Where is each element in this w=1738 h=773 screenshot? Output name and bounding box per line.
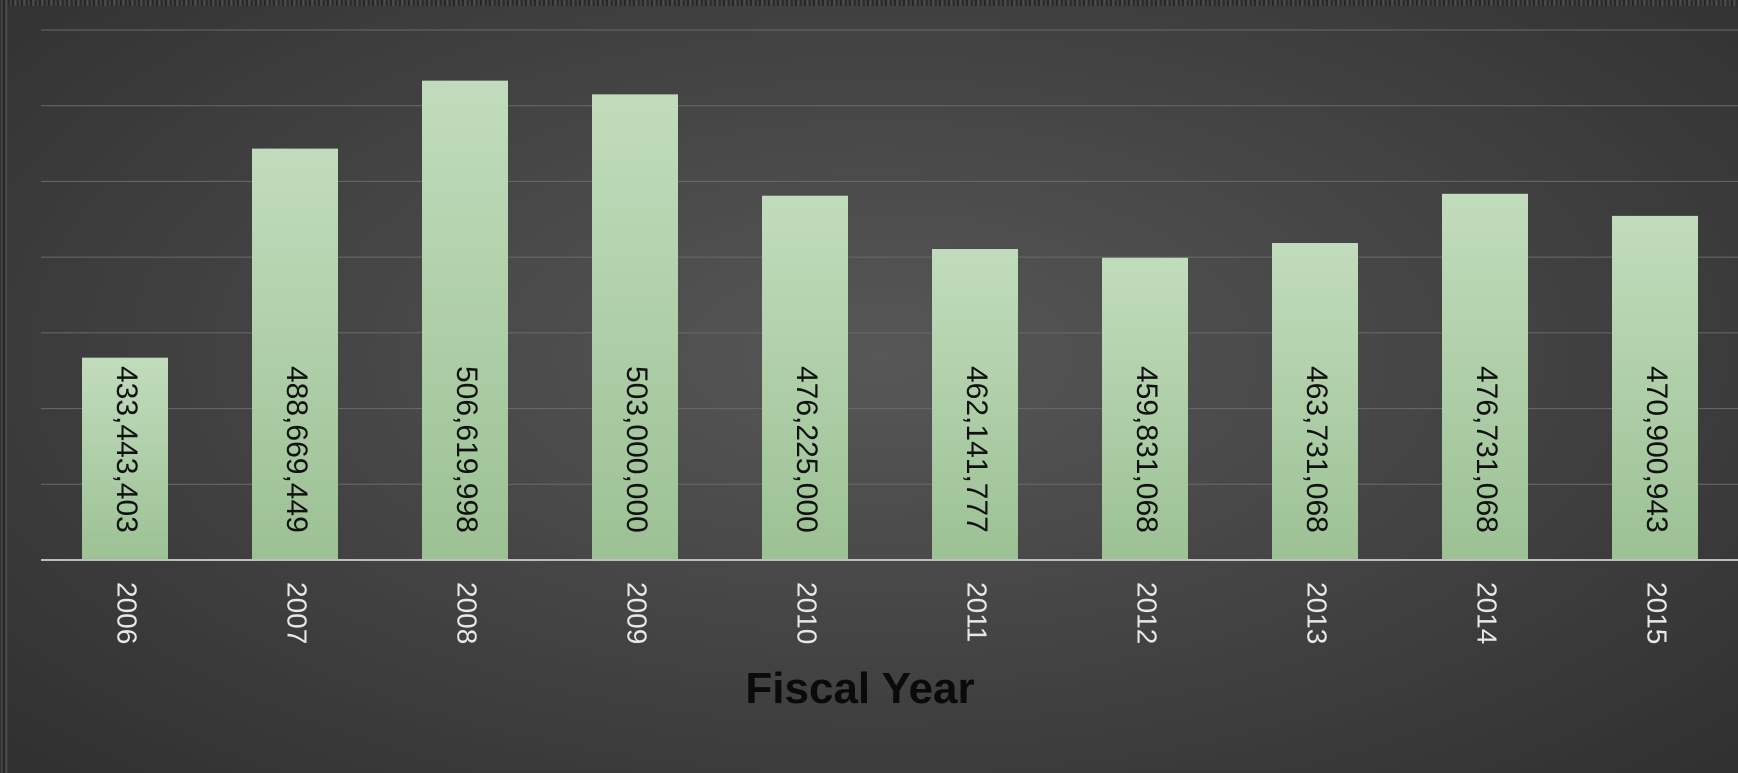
data-label-2007: 488,669,449 <box>280 366 313 533</box>
bar-2007 <box>252 148 338 560</box>
x-tick-label-2011: 2011 <box>962 582 993 642</box>
data-label-2006: 433,443,403 <box>110 366 143 533</box>
bar-2013 <box>1272 243 1358 560</box>
x-tick-label-2010: 2010 <box>792 582 823 644</box>
x-tick-label-2014: 2014 <box>1472 582 1503 644</box>
bars <box>82 80 1698 560</box>
data-label-2009: 503,000,000 <box>620 366 653 533</box>
data-label-2008: 506,619,998 <box>450 366 483 533</box>
x-tick-label-2012: 2012 <box>1132 582 1163 644</box>
data-label-2015: 470,900,943 <box>1640 366 1673 533</box>
data-label-2010: 476,225,000 <box>790 366 823 533</box>
bar-2015 <box>1612 215 1698 560</box>
x-tick-label-2006: 2006 <box>112 582 143 644</box>
x-axis-title: Fiscal Year <box>745 664 974 713</box>
x-tick-labels: 2006 2007 2008 2009 2010 2011 2012 2013 2014 2015 <box>112 582 1673 644</box>
bar-2012 <box>1102 257 1188 560</box>
bar-2011 <box>932 249 1018 560</box>
x-tick-label-2008: 2008 <box>452 582 483 644</box>
bar-2009 <box>592 94 678 560</box>
x-tick-label-2013: 2013 <box>1302 582 1333 644</box>
bar-2006 <box>82 357 168 560</box>
bar-2014 <box>1442 193 1528 560</box>
data-label-2011: 462,141,777 <box>960 366 993 533</box>
bar-2008 <box>422 80 508 560</box>
x-tick-label-2007: 2007 <box>282 582 313 644</box>
data-label-2013: 463,731,068 <box>1300 366 1333 533</box>
bar-2010 <box>762 195 848 560</box>
data-label-2012: 459,831,068 <box>1130 366 1163 533</box>
data-label-2014: 476,731,068 <box>1470 366 1503 533</box>
x-tick-label-2009: 2009 <box>622 582 653 644</box>
x-tick-label-2015: 2015 <box>1642 582 1673 644</box>
data-labels: 433,443,403 488,669,449 506,619,998 503,000… <box>110 366 1673 533</box>
